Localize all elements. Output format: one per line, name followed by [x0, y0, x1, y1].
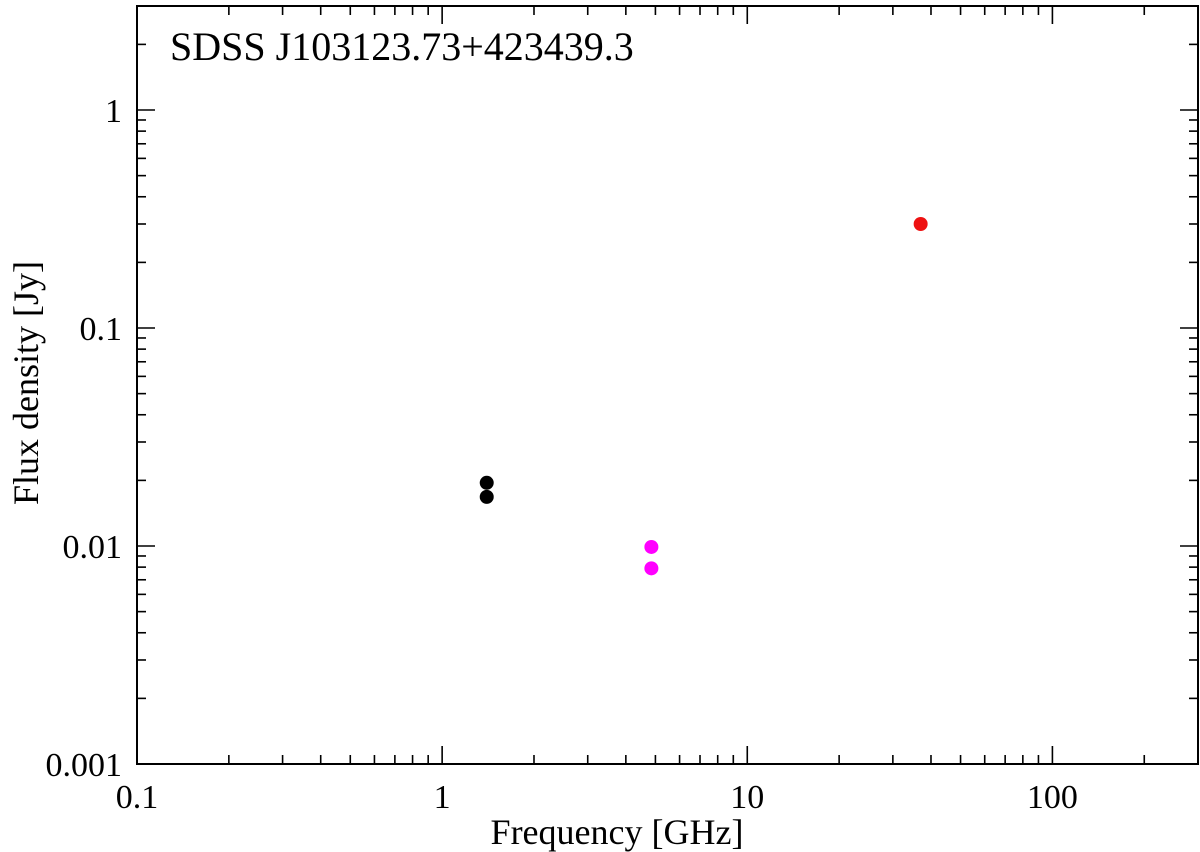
x-tick-label: 0.1	[116, 779, 159, 816]
data-point	[644, 561, 659, 576]
chart-title: SDSS J103123.73+423439.3	[170, 24, 634, 69]
data-point	[479, 489, 494, 504]
major-ticks	[136, 6, 1198, 765]
data-points	[479, 216, 928, 576]
x-tick-label: 10	[730, 779, 764, 816]
x-tick-label: 1	[434, 779, 451, 816]
y-tick-labels: 0.001 0.01 0.1 1	[46, 93, 123, 784]
data-point	[479, 475, 494, 490]
plot-frame	[136, 5, 1199, 765]
x-tick-labels: 0.1 1 10 100	[116, 779, 1078, 816]
y-tick-label: 0.001	[46, 747, 123, 784]
x-tick-label: 100	[1027, 779, 1078, 816]
y-tick-label: 1	[105, 93, 122, 130]
y-tick-label: 0.01	[63, 529, 123, 566]
x-axis-label: Frequency [GHz]	[491, 812, 744, 852]
data-point	[644, 539, 659, 554]
minor-ticks	[137, 5, 1199, 764]
data-point	[913, 216, 928, 231]
y-axis-label: Flux density [Jy]	[6, 261, 46, 505]
y-tick-label: 0.1	[80, 311, 123, 348]
